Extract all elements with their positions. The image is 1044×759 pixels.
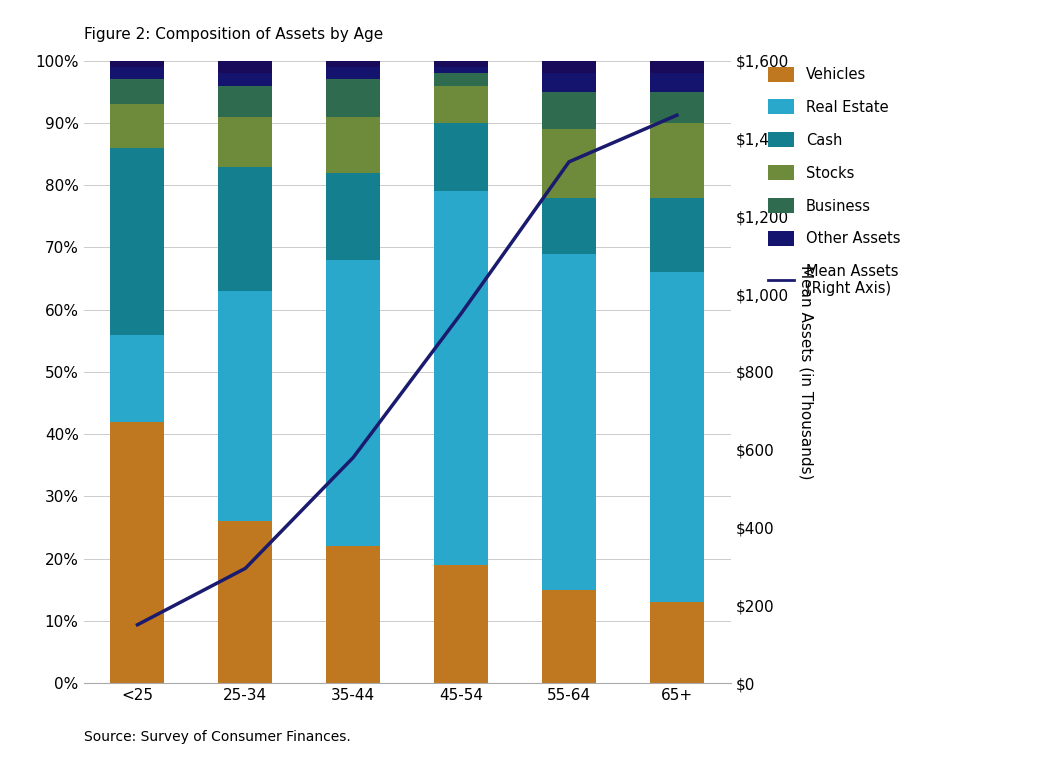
Bar — [542, 129, 596, 197]
Bar — [111, 67, 164, 80]
Bar — [542, 92, 596, 129]
Bar — [542, 590, 596, 683]
Bar — [326, 260, 380, 546]
Bar — [542, 254, 596, 590]
Bar — [434, 86, 488, 123]
Bar — [434, 191, 488, 565]
Bar — [218, 521, 272, 683]
Bar — [326, 546, 380, 683]
Bar — [218, 166, 272, 291]
Bar — [326, 61, 380, 67]
Y-axis label: Mean Assets (in Thousands): Mean Assets (in Thousands) — [799, 265, 814, 479]
Bar — [649, 602, 704, 683]
Bar — [649, 73, 704, 92]
Bar — [326, 67, 380, 80]
Bar — [326, 80, 380, 117]
Bar — [542, 61, 596, 73]
Bar — [218, 73, 272, 86]
Bar — [649, 92, 704, 123]
Bar — [218, 291, 272, 521]
Bar — [434, 67, 488, 73]
Bar — [434, 565, 488, 683]
Bar — [434, 123, 488, 191]
Text: Source: Survey of Consumer Finances.: Source: Survey of Consumer Finances. — [84, 730, 351, 744]
Bar — [649, 272, 704, 602]
Bar — [649, 197, 704, 272]
Bar — [649, 61, 704, 73]
Bar — [542, 73, 596, 92]
Bar — [111, 104, 164, 148]
Bar — [111, 335, 164, 422]
Bar — [218, 86, 272, 117]
Bar — [218, 117, 272, 166]
Bar — [111, 61, 164, 67]
Bar — [434, 73, 488, 86]
Bar — [542, 197, 596, 254]
Bar — [218, 61, 272, 73]
Bar — [326, 117, 380, 173]
Bar — [111, 80, 164, 104]
Bar — [111, 422, 164, 683]
Legend: Vehicles, Real Estate, Cash, Stocks, Business, Other Assets, Mean Assets
(Right : Vehicles, Real Estate, Cash, Stocks, Bus… — [762, 61, 906, 302]
Bar — [111, 148, 164, 335]
Bar — [434, 61, 488, 67]
Text: Figure 2: Composition of Assets by Age: Figure 2: Composition of Assets by Age — [84, 27, 383, 42]
Bar — [649, 123, 704, 197]
Bar — [326, 173, 380, 260]
